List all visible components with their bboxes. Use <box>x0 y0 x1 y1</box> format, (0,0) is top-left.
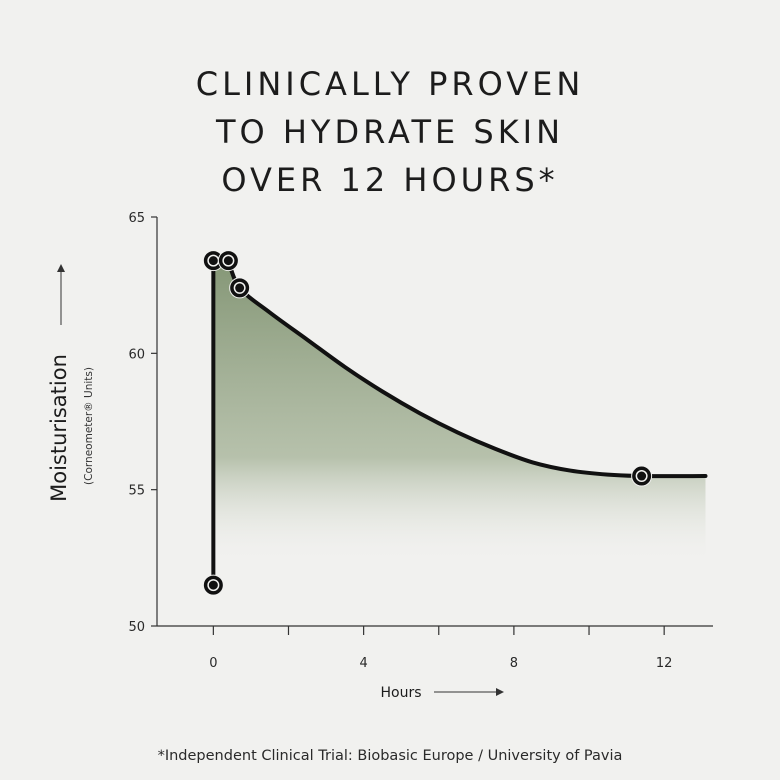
y-tick-label: 65 <box>128 211 145 226</box>
y-tick-label: 60 <box>128 347 145 362</box>
y-axis-label: Moisturisation <box>47 354 71 502</box>
title-line-2: TO HYDRATE SKIN <box>215 113 565 151</box>
title-line-1: CLINICALLY PROVEN <box>195 65 585 103</box>
data-point-center <box>235 283 245 293</box>
y-axis-sublabel: (Corneometer® Units) <box>83 367 95 485</box>
data-point-center <box>223 256 233 266</box>
chart-title: CLINICALLY PROVEN TO HYDRATE SKIN OVER 1… <box>0 60 780 204</box>
y-tick-label: 55 <box>128 484 145 499</box>
data-point <box>202 250 224 272</box>
data-point-center <box>208 256 218 266</box>
x-axis-arrow <box>434 688 504 696</box>
data-point <box>217 250 239 272</box>
data-point <box>202 574 224 596</box>
x-tick-label: 8 <box>510 656 518 671</box>
footnote: *Independent Clinical Trial: Biobasic Eu… <box>157 748 623 764</box>
y-axis-arrow <box>57 264 65 325</box>
x-tick-label: 0 <box>209 656 217 671</box>
y-tick-label: 50 <box>128 620 145 635</box>
x-tick-label: 4 <box>359 656 367 671</box>
series-line <box>211 258 708 588</box>
area-fill <box>213 260 706 564</box>
data-point-center <box>208 580 218 590</box>
title-line-3: OVER 12 HOURS* <box>221 161 559 199</box>
x-axis-label: Hours <box>380 685 421 701</box>
x-tick-label: 12 <box>656 656 673 671</box>
data-point <box>631 465 653 487</box>
data-point-center <box>637 471 647 481</box>
data-point <box>229 277 251 299</box>
